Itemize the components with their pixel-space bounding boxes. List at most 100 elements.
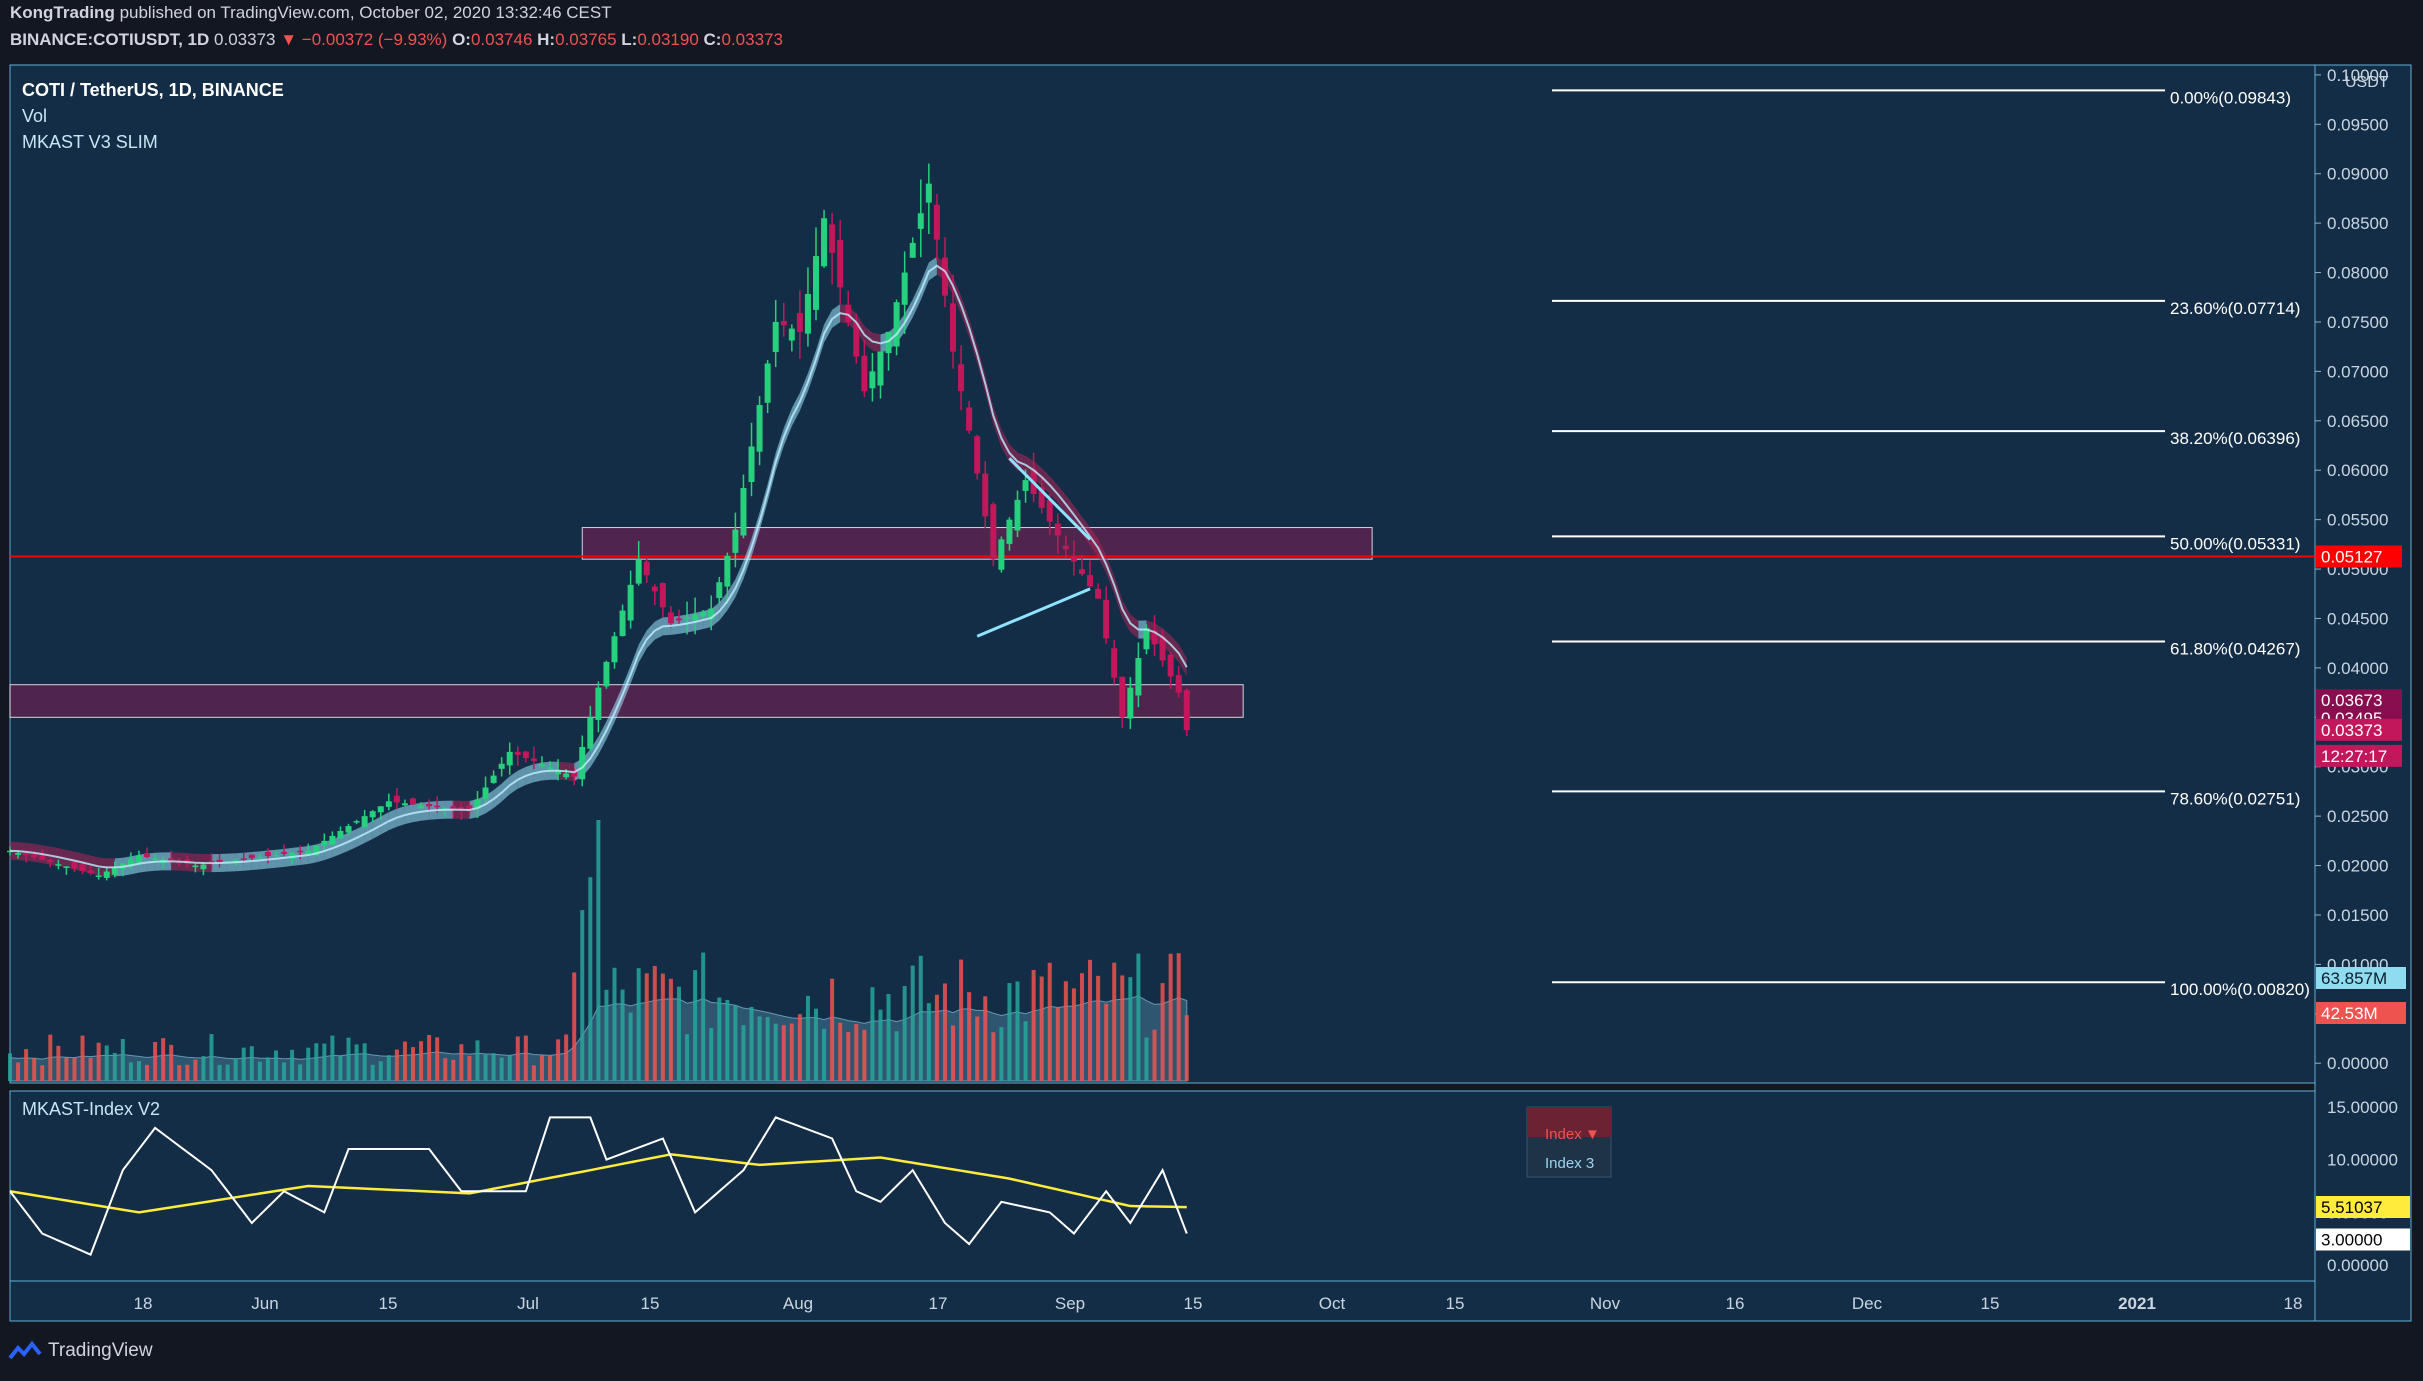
volume-bar	[64, 1057, 69, 1081]
price-tick-label: 0.06500	[2327, 412, 2388, 431]
candle-body	[216, 859, 223, 863]
volume-bar	[1144, 1037, 1149, 1081]
volume-bar	[693, 970, 698, 1081]
volume-bar	[531, 1065, 536, 1081]
volume-bar	[153, 1041, 158, 1081]
candle-body	[377, 806, 384, 813]
volume-bar	[660, 973, 665, 1081]
volume-bar	[902, 985, 907, 1081]
volume-bar	[8, 1053, 12, 1081]
volume-bar	[822, 1028, 827, 1081]
volume-bar	[225, 1064, 230, 1081]
candle-body	[740, 488, 747, 536]
price-tick-label: 0.01500	[2327, 906, 2388, 925]
candle-body	[974, 436, 981, 474]
volume-bar	[1152, 1029, 1157, 1081]
volume-bar	[96, 1042, 101, 1081]
volume-bar	[411, 1047, 415, 1081]
volume-bar	[467, 1056, 472, 1081]
candle-body	[966, 407, 973, 431]
author-name[interactable]: KongTrading	[10, 3, 115, 22]
volume-bar	[870, 987, 875, 1081]
price-line-label-bg	[2316, 545, 2402, 568]
volume-bar	[564, 1034, 569, 1081]
volume-bar	[886, 993, 891, 1081]
time-tick-label: 17	[929, 1294, 948, 1313]
brand-text: TradingView	[48, 1340, 153, 1361]
volume-bar	[878, 1009, 883, 1081]
volume-bar	[88, 1057, 93, 1081]
time-tick-label: Jun	[251, 1294, 278, 1313]
candle-body	[1167, 654, 1174, 677]
candle-body	[103, 871, 110, 878]
volume-bar	[685, 1034, 690, 1081]
volume-bar	[838, 1022, 843, 1081]
volume-avg-label-bg	[2316, 967, 2406, 989]
candle-body	[708, 608, 715, 620]
volume-bar	[1128, 977, 1133, 1081]
volume-bar	[701, 952, 706, 1081]
candle-body	[853, 322, 860, 357]
candle-body	[289, 852, 296, 859]
candle-body	[490, 775, 497, 783]
volume-avg-label: 63.857M	[2321, 969, 2387, 988]
volume-bar	[620, 989, 625, 1081]
candle-body	[135, 855, 142, 863]
candle-body	[23, 852, 30, 856]
volume-legend: Vol	[22, 106, 47, 126]
candle-body	[933, 204, 940, 240]
volume-bar	[298, 1064, 303, 1081]
price-tick-label: 0.02500	[2327, 807, 2388, 826]
symbol-text: BINANCE:COTIUSDT, 1D	[10, 30, 210, 49]
volume-bar	[338, 1055, 343, 1081]
volume-bar	[539, 1055, 544, 1081]
price-tick-label: 0.07500	[2327, 313, 2388, 332]
index-sma-label-bg	[2316, 1196, 2410, 1219]
candle-body	[281, 851, 288, 854]
index-line	[9, 1116, 1188, 1256]
volume-bar	[604, 989, 609, 1081]
index-legend: MKAST-Index V2	[22, 1099, 160, 1119]
candle-body	[538, 764, 545, 767]
time-tick-label: 18	[134, 1294, 153, 1313]
candle-body	[434, 805, 441, 808]
volume-bar	[419, 1041, 424, 1081]
volume-bar	[975, 1016, 980, 1081]
fib-level-label: 78.60%(0.02751)	[2170, 789, 2300, 808]
volume-bar	[475, 1040, 480, 1081]
volume-bar	[789, 1023, 794, 1081]
volume-bar	[193, 1059, 198, 1081]
candle-body	[1054, 523, 1061, 536]
low-label: L:	[621, 30, 638, 49]
volume-bar	[483, 1054, 488, 1081]
candle-body	[530, 758, 537, 762]
volume-bar	[580, 910, 585, 1081]
fib-level-label: 61.80%(0.04267)	[2170, 640, 2300, 659]
candle-body	[788, 328, 795, 341]
volume-bar	[765, 1017, 770, 1081]
volume-bar	[515, 1036, 520, 1081]
volume-bar	[209, 1034, 214, 1081]
candle-body	[724, 555, 731, 587]
volume-bar	[48, 1034, 53, 1081]
candle-body	[1038, 487, 1045, 508]
candle-body	[1127, 687, 1134, 719]
volume-bar	[1104, 1003, 1109, 1081]
candle-body	[1022, 480, 1029, 491]
volume-bar	[717, 997, 722, 1081]
volume-bar	[128, 1062, 133, 1081]
candle-body	[579, 746, 586, 780]
candle-body	[925, 183, 932, 203]
candle-body	[79, 864, 86, 871]
candle-body	[192, 865, 199, 868]
volume-bar	[548, 1055, 553, 1081]
candle-body	[982, 473, 989, 517]
time-tick-label: 15	[1981, 1294, 2000, 1313]
volume-bar	[894, 1031, 899, 1081]
volume-bar	[1176, 953, 1181, 1081]
candle-body	[748, 446, 755, 483]
candle-body	[39, 854, 46, 860]
time-tick-label: 2021	[2118, 1294, 2156, 1313]
volume-bar	[354, 1044, 359, 1081]
